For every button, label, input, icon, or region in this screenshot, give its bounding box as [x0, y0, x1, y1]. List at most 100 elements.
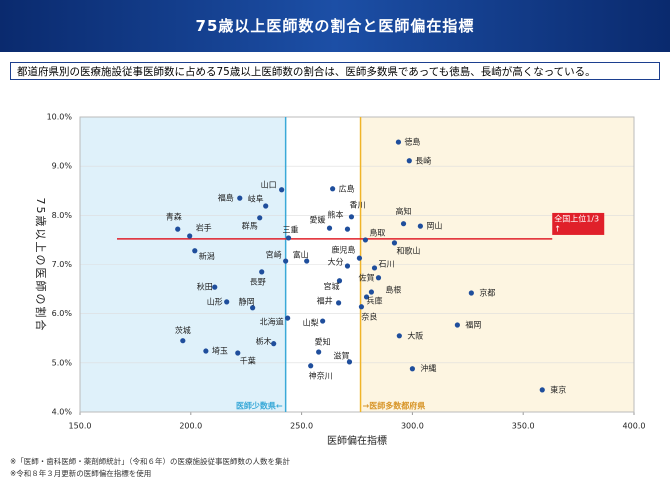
point-label: 茨城 [175, 325, 191, 335]
point [396, 333, 402, 339]
point-label: 大阪 [407, 330, 423, 340]
point [304, 258, 310, 264]
high-region-label: →医師多数都府県 [363, 401, 426, 411]
point [283, 258, 289, 264]
footnote: ※令和８年３月更新の医師偏在指標を使用 [10, 469, 152, 478]
point-label: 東京 [550, 384, 566, 394]
point [330, 186, 336, 192]
point-label: 香川 [349, 199, 365, 209]
point [371, 265, 378, 271]
footnote: ※「医師・歯科医師・薬剤師統計」（令和６年）の医療施設従事医師数の人数を集計 [10, 457, 291, 466]
point [344, 263, 351, 269]
point-label: 静岡 [239, 296, 255, 306]
point [363, 294, 370, 300]
point [348, 214, 355, 220]
point-label: 佐賀 [358, 272, 374, 282]
point [400, 221, 407, 227]
point [375, 275, 382, 281]
point [316, 349, 322, 355]
y-tick-label: 8.0% [52, 211, 73, 220]
point-label: 岡山 [426, 221, 442, 231]
point [192, 248, 198, 254]
x-tick-label: 300.0 [401, 422, 424, 431]
point-label: 長崎 [415, 155, 431, 165]
point-label: 宮崎 [266, 250, 282, 260]
point [406, 158, 412, 164]
x-axis-label: 医師偏在指標 [327, 434, 387, 447]
title-banner: 75歳以上医師数の割合と医師偏在指標 [0, 0, 670, 52]
point-label: 神奈川 [309, 370, 333, 380]
point [285, 315, 291, 321]
point [180, 338, 186, 344]
point [326, 225, 333, 231]
point-label: 鹿児島 [331, 245, 355, 255]
point [395, 139, 402, 145]
point [212, 284, 218, 290]
point-label: 福井 [317, 295, 333, 305]
y-tick-label: 5.0% [52, 358, 73, 367]
point-label: 山口 [261, 179, 277, 189]
point-label: 京都 [479, 288, 495, 298]
summary-box: 都道府県別の医療施設従事医師数に占める75歳以上医師数の割合は、医師多数県であっ… [10, 62, 660, 80]
plot-frame [79, 116, 635, 413]
point-label: 福島 [218, 193, 234, 203]
point [346, 359, 353, 365]
point-label: 熊本 [327, 210, 343, 220]
point [468, 290, 474, 296]
point [271, 341, 277, 347]
point-label: 高知 [396, 206, 412, 216]
x-tick-label: 400.0 [623, 422, 646, 431]
x-tick-label: 250.0 [290, 422, 313, 431]
point-label: 青森 [166, 212, 182, 222]
point [356, 255, 363, 261]
point-label: 千葉 [240, 356, 256, 366]
point-label: 愛媛 [310, 215, 326, 225]
point [259, 269, 265, 275]
x-tick-label: 200.0 [179, 422, 202, 431]
point [391, 240, 398, 246]
point-label: 栃木 [256, 336, 272, 346]
y-tick-label: 6.0% [52, 309, 73, 318]
point [320, 318, 326, 324]
y-tick-label: 7.0% [52, 260, 73, 269]
point [203, 348, 209, 354]
point-label: 徳島 [404, 137, 420, 147]
point [417, 223, 423, 229]
point-label: 富山 [293, 250, 309, 260]
y-tick-label: 4.0% [52, 408, 73, 417]
point-label: 石川 [379, 259, 395, 268]
point-label: 愛知 [315, 337, 331, 347]
point [409, 366, 415, 372]
point-label: 兵庫 [367, 295, 383, 305]
point [336, 278, 343, 284]
point [263, 203, 269, 209]
point-label: 岩手 [196, 222, 212, 232]
point [175, 226, 181, 232]
point-label: 埼玉 [212, 346, 228, 356]
point-label: 島根 [385, 285, 401, 295]
point [454, 322, 460, 328]
point-label: 岐阜 [248, 193, 264, 203]
point [187, 233, 193, 239]
point-label: 滋賀 [333, 350, 349, 360]
point [224, 299, 230, 305]
low-region-label: 医師少数県← [236, 401, 283, 411]
y-tick-label: 10.0% [47, 113, 73, 122]
x-tick-label: 350.0 [512, 422, 535, 431]
point-label: 鳥取 [369, 227, 385, 237]
point [336, 300, 342, 306]
point [539, 387, 545, 393]
point [344, 226, 351, 232]
point [285, 235, 292, 241]
point-label: 奈良 [361, 311, 377, 321]
y-tick-label: 9.0% [52, 162, 73, 171]
point-label: 長野 [250, 277, 266, 286]
point [250, 305, 256, 311]
point [279, 187, 285, 193]
point [368, 289, 375, 295]
x-tick-label: 150.0 [69, 422, 92, 431]
point-label: 大分 [327, 256, 343, 266]
point-label: 福岡 [465, 320, 481, 329]
point [257, 215, 263, 221]
